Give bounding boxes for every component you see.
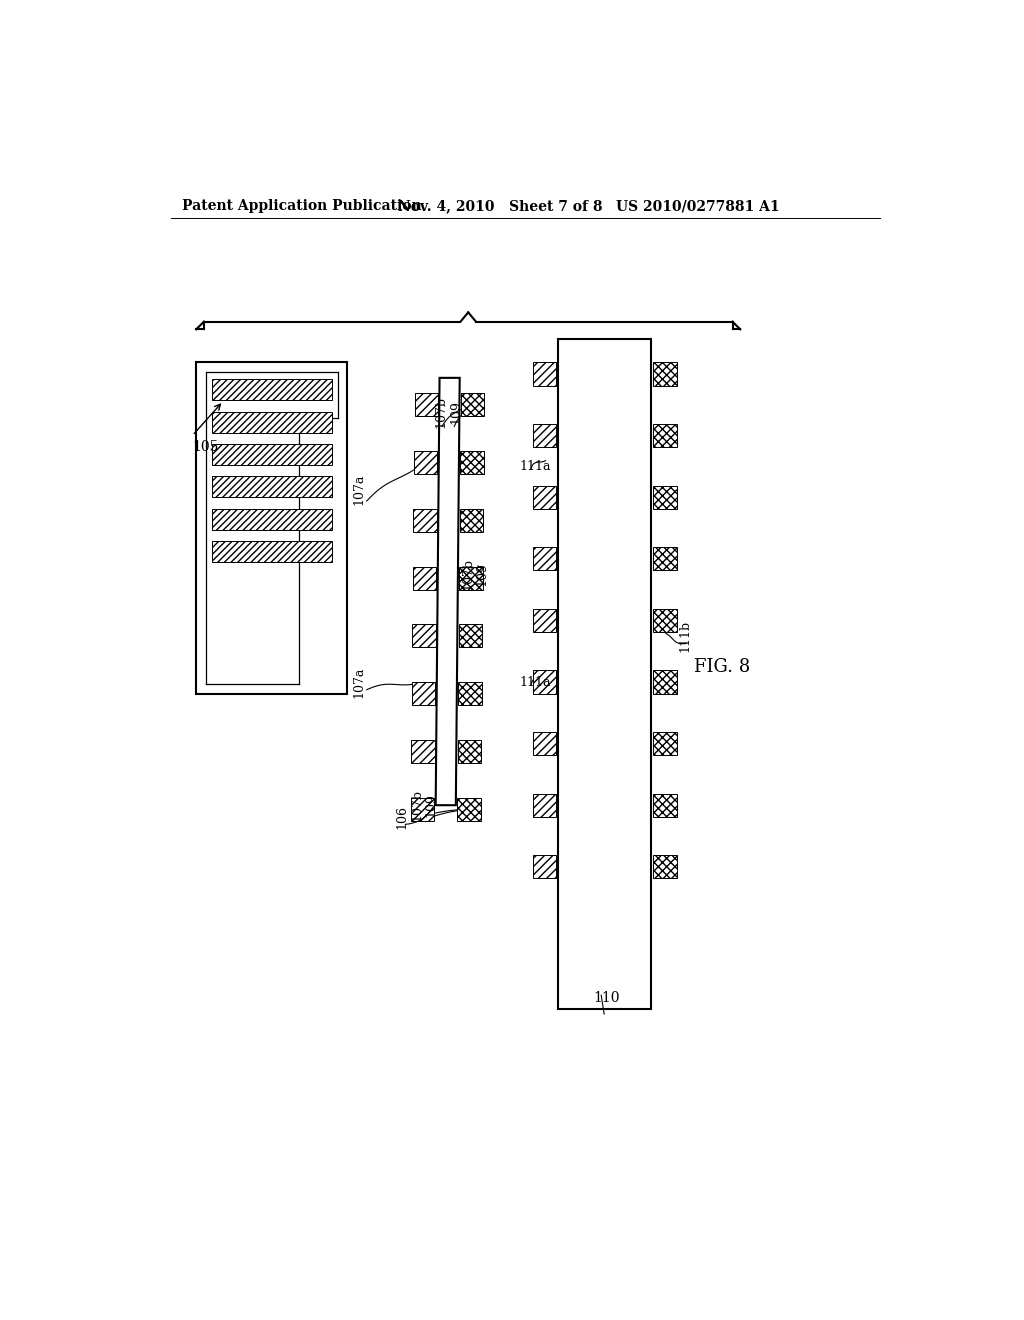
Bar	[653, 363, 677, 385]
Bar	[461, 393, 484, 416]
Bar	[532, 793, 556, 817]
Bar	[532, 486, 556, 508]
Text: 110: 110	[593, 991, 620, 1005]
Bar	[653, 855, 677, 878]
Text: 105: 105	[193, 440, 219, 454]
Bar	[532, 363, 556, 385]
Bar	[212, 508, 332, 529]
Text: 107b: 107b	[411, 789, 424, 821]
Text: Patent Application Publication: Patent Application Publication	[182, 199, 422, 213]
Polygon shape	[435, 378, 460, 805]
Bar	[414, 508, 436, 532]
Bar	[413, 624, 435, 647]
Bar	[415, 393, 437, 416]
Bar	[212, 379, 332, 400]
Bar	[460, 566, 482, 590]
Bar	[458, 797, 480, 821]
Bar	[212, 444, 332, 465]
Text: 111a: 111a	[519, 459, 551, 473]
Bar	[411, 797, 434, 821]
Text: Nov. 4, 2010   Sheet 7 of 8: Nov. 4, 2010 Sheet 7 of 8	[397, 199, 602, 213]
Bar	[212, 412, 332, 433]
Text: 111a: 111a	[519, 676, 551, 689]
Bar	[461, 451, 483, 474]
Bar	[558, 339, 651, 1010]
Bar	[532, 548, 556, 570]
Text: 107a: 107a	[352, 667, 366, 698]
Text: 111b: 111b	[678, 619, 691, 652]
Bar	[212, 477, 332, 498]
Bar	[532, 855, 556, 878]
Bar	[653, 733, 677, 755]
Bar	[413, 566, 436, 590]
Bar	[460, 508, 483, 532]
Text: 107b: 107b	[435, 396, 447, 429]
Bar	[653, 424, 677, 447]
Bar	[459, 624, 482, 647]
Bar	[532, 424, 556, 447]
Bar	[459, 682, 481, 705]
Text: 107b: 107b	[461, 558, 474, 590]
Text: FIG. 8: FIG. 8	[693, 657, 750, 676]
Text: 109: 109	[450, 400, 463, 425]
Bar	[532, 733, 556, 755]
Bar	[412, 739, 434, 763]
Bar	[197, 363, 347, 693]
Text: US 2010/0277881 A1: US 2010/0277881 A1	[616, 199, 780, 213]
Text: 107a: 107a	[352, 474, 366, 506]
Bar	[458, 739, 481, 763]
Text: 109: 109	[424, 793, 437, 817]
Bar	[653, 548, 677, 570]
Text: 109: 109	[475, 562, 488, 586]
Bar	[532, 609, 556, 632]
Text: 106: 106	[395, 805, 409, 829]
Bar	[653, 671, 677, 693]
Bar	[532, 671, 556, 693]
Bar	[414, 451, 437, 474]
Bar	[653, 486, 677, 508]
Bar	[653, 793, 677, 817]
Bar	[212, 541, 332, 562]
Bar	[412, 682, 435, 705]
Bar	[653, 609, 677, 632]
